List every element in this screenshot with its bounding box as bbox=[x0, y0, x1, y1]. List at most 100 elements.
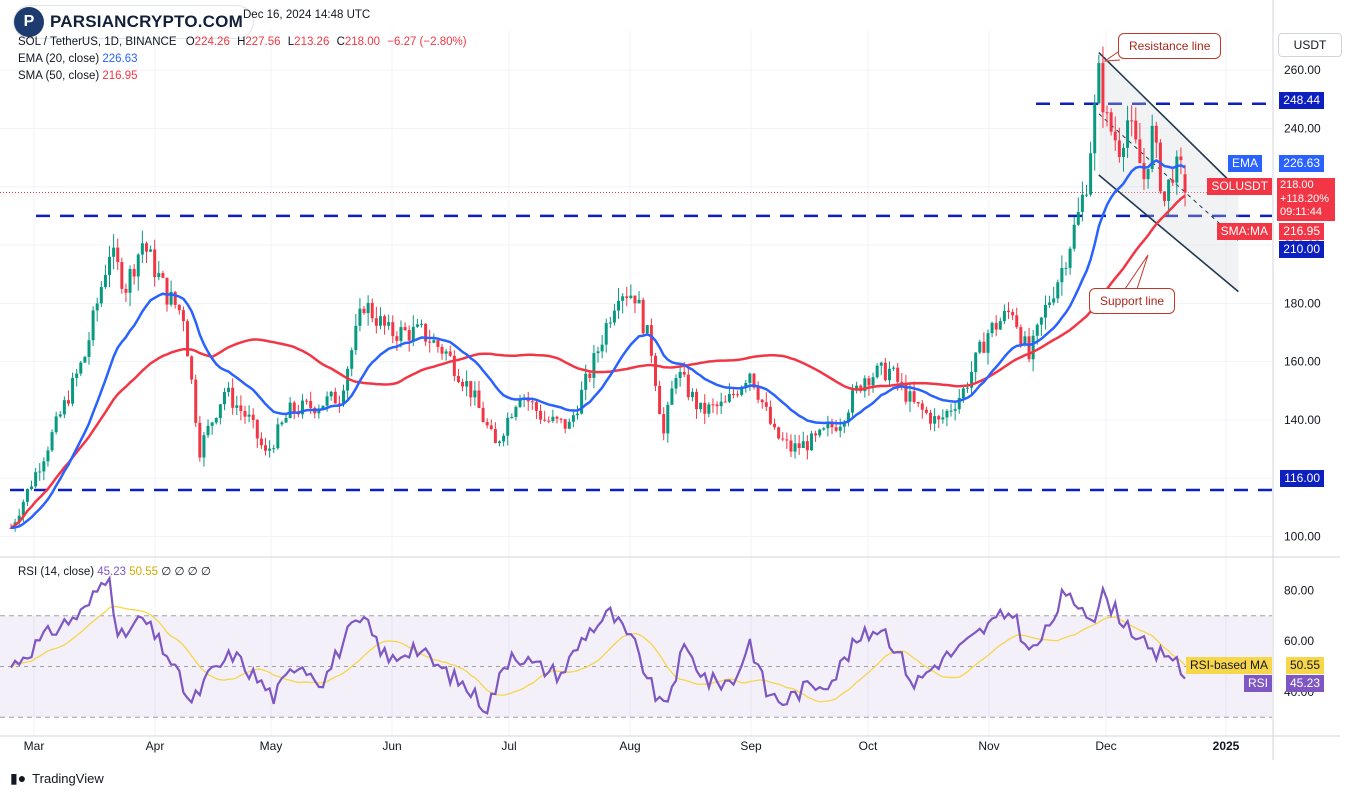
candle bbox=[994, 315, 998, 337]
level-210-tag: 210.00 bbox=[1279, 241, 1324, 258]
candle-body bbox=[461, 382, 465, 387]
candle-body bbox=[658, 385, 662, 415]
candle-body bbox=[116, 247, 120, 263]
candle-body bbox=[974, 352, 978, 372]
candle bbox=[235, 395, 239, 415]
candle bbox=[834, 419, 838, 433]
candle-body bbox=[140, 243, 144, 255]
rsi-line bbox=[10, 575, 1186, 715]
candle-body bbox=[908, 391, 912, 402]
candle bbox=[637, 291, 641, 304]
candle-body bbox=[87, 340, 91, 357]
candle bbox=[1048, 295, 1052, 308]
candle-body bbox=[383, 316, 387, 326]
candle bbox=[346, 366, 350, 399]
candle-body bbox=[38, 471, 42, 473]
candle bbox=[399, 320, 403, 348]
candle bbox=[415, 318, 419, 328]
support-callout: Support line bbox=[1089, 288, 1176, 314]
candle bbox=[42, 457, 46, 481]
candle-body bbox=[752, 373, 756, 388]
candle-body bbox=[826, 423, 830, 429]
candle-body bbox=[452, 355, 456, 376]
rsi-legend[interactable]: RSI (14, close) 45.23 50.55 ∅ ∅ ∅ ∅ bbox=[18, 566, 211, 578]
candle-body bbox=[818, 429, 822, 436]
candle bbox=[428, 329, 432, 353]
currency-unit-button[interactable]: USDT bbox=[1278, 33, 1342, 57]
candle-body bbox=[998, 321, 1002, 330]
candle-body bbox=[198, 422, 202, 458]
candle bbox=[625, 286, 629, 307]
candle-body bbox=[551, 416, 555, 421]
candle bbox=[259, 432, 263, 450]
candle bbox=[473, 381, 477, 406]
candle-body bbox=[1113, 131, 1117, 141]
candle bbox=[547, 416, 551, 424]
candle-body bbox=[436, 340, 440, 347]
candle bbox=[440, 344, 444, 360]
candle bbox=[128, 265, 132, 307]
candle-body bbox=[912, 391, 916, 403]
candle bbox=[781, 432, 785, 442]
candle-body bbox=[1093, 103, 1097, 154]
candle-body bbox=[789, 440, 793, 452]
candle-body bbox=[288, 402, 292, 418]
ema-name-tag: EMA bbox=[1227, 155, 1262, 172]
candle-body bbox=[1175, 156, 1179, 183]
candle-body bbox=[210, 422, 214, 426]
candle bbox=[707, 402, 711, 418]
candle bbox=[444, 348, 448, 361]
candle-body bbox=[169, 291, 173, 305]
candle bbox=[653, 353, 657, 392]
symbol-legend[interactable]: SOL / TetherUS, 1D, BINANCE O224.26 H227… bbox=[18, 36, 467, 48]
candle bbox=[904, 374, 908, 405]
candle-body bbox=[633, 295, 637, 304]
candle bbox=[358, 298, 362, 332]
candle-body bbox=[337, 403, 341, 405]
candle bbox=[280, 420, 284, 427]
candle bbox=[218, 403, 222, 425]
candle bbox=[703, 394, 707, 424]
candle bbox=[773, 418, 777, 430]
candle-body bbox=[1043, 304, 1047, 318]
candle bbox=[231, 378, 235, 415]
candle-body bbox=[428, 341, 432, 343]
sma-legend[interactable]: SMA (50, close) 216.95 bbox=[18, 70, 138, 82]
candle bbox=[132, 264, 136, 285]
candle-body bbox=[1163, 191, 1167, 202]
candle-body bbox=[325, 396, 329, 406]
candle-body bbox=[227, 387, 231, 392]
candle-body bbox=[781, 438, 785, 440]
ema-legend[interactable]: EMA (20, close) 226.63 bbox=[18, 53, 138, 65]
candle-body bbox=[485, 422, 489, 426]
moving-averages bbox=[10, 158, 1186, 530]
candle-body bbox=[699, 402, 703, 410]
candle-body bbox=[144, 243, 148, 252]
candle-body bbox=[177, 304, 181, 311]
low-value: 213.26 bbox=[294, 36, 330, 48]
candle-body bbox=[149, 249, 153, 252]
candle-body bbox=[235, 405, 239, 408]
candle-body bbox=[1019, 327, 1023, 345]
time-tick-label: Mar bbox=[24, 739, 45, 753]
candle bbox=[1171, 168, 1175, 186]
candle bbox=[822, 426, 826, 431]
candle-body bbox=[161, 273, 165, 278]
candle bbox=[87, 331, 91, 365]
candle bbox=[370, 298, 374, 323]
candle-body bbox=[75, 373, 79, 378]
candle bbox=[604, 318, 608, 353]
candle bbox=[719, 392, 723, 415]
candle bbox=[362, 305, 366, 315]
candle bbox=[1056, 279, 1060, 303]
candle-body bbox=[83, 356, 87, 363]
candle bbox=[465, 370, 469, 397]
candle bbox=[699, 402, 703, 413]
candle-body bbox=[871, 377, 875, 386]
candle-body bbox=[1015, 315, 1019, 328]
candle bbox=[1130, 105, 1134, 137]
candle bbox=[62, 396, 66, 419]
candle bbox=[75, 368, 79, 387]
candle bbox=[830, 418, 834, 435]
